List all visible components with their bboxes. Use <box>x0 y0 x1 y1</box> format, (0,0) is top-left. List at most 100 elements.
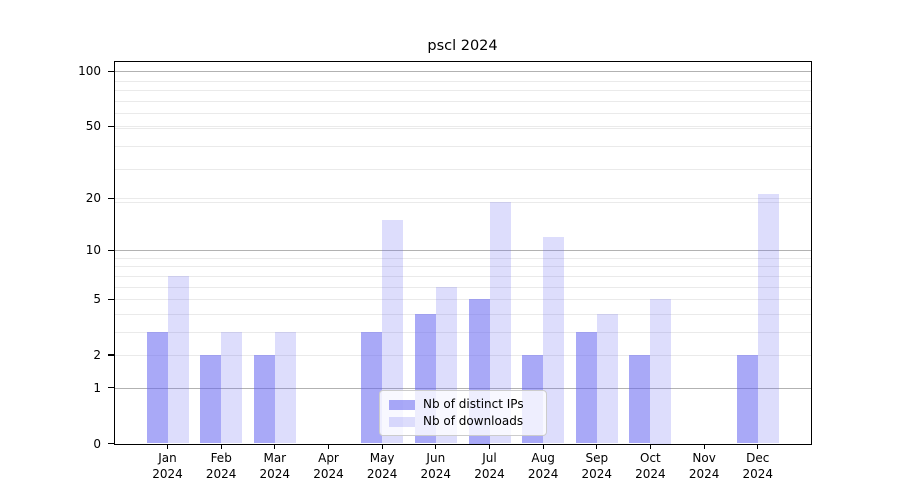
legend-item: Nb of downloads <box>389 414 537 429</box>
x-tick <box>381 444 383 449</box>
legend-label: Nb of distinct IPs <box>423 397 524 411</box>
chart-title: pscl 2024 <box>427 38 498 54</box>
x-tick <box>489 444 491 449</box>
x-tick-year: 2024 <box>313 466 344 481</box>
x-tick <box>220 444 222 449</box>
x-tick-year: 2024 <box>205 466 237 481</box>
gridline-minor <box>115 331 811 333</box>
gridline-major <box>115 71 811 73</box>
x-tick-label: Nov 2024 <box>672 451 736 482</box>
x-tick-month: Feb <box>210 451 232 465</box>
x-tick-label: Jan 2024 <box>136 451 200 482</box>
y-tick-label: 2 <box>93 347 101 362</box>
gridline-minor <box>115 198 811 199</box>
bar-distinct-ips <box>200 354 222 444</box>
x-tick-label: May 2024 <box>350 451 414 482</box>
gridline-minor <box>115 169 811 171</box>
x-tick-month: Jul <box>482 451 497 465</box>
x-tick-month: May <box>369 451 395 465</box>
bar-downloads <box>543 236 565 444</box>
x-tick-month: Sep <box>585 451 609 465</box>
x-tick-label: Jun 2024 <box>404 451 468 482</box>
x-tick-year: 2024 <box>635 466 666 481</box>
x-tick-year: 2024 <box>688 466 720 481</box>
gridline-minor <box>115 126 811 128</box>
gridline-major <box>115 387 811 389</box>
x-tick-month: Nov <box>692 451 716 465</box>
gridline-minor <box>115 286 811 288</box>
gridline-major <box>115 250 811 252</box>
x-tick <box>542 444 544 449</box>
y-tick-label: 100 <box>78 64 101 79</box>
legend-swatch-distinct-ips <box>389 399 415 410</box>
y-tick-label: 1 <box>93 380 101 395</box>
y-tick-label: 5 <box>93 292 101 306</box>
gridline-minor <box>115 201 811 203</box>
x-tick-month: Dec <box>746 451 770 465</box>
gridline-minor <box>115 257 811 259</box>
x-tick-year: 2024 <box>581 466 613 481</box>
x-tick-label: Apr 2024 <box>297 451 361 482</box>
x-tick-label: Dec 2024 <box>726 451 790 482</box>
gridline-minor <box>115 354 811 356</box>
y-tick-label: 0 <box>93 436 101 451</box>
x-tick-year: 2024 <box>259 466 291 481</box>
x-tick-month: Apr <box>318 451 339 465</box>
bar-downloads <box>167 275 189 444</box>
bar-downloads <box>757 194 779 444</box>
gridline-minor <box>115 266 811 268</box>
gridline-minor <box>115 100 811 102</box>
x-tick-year: 2024 <box>474 466 505 481</box>
x-tick <box>649 444 652 449</box>
x-tick-year: 2024 <box>152 466 183 481</box>
y-tick <box>108 249 114 251</box>
gridline-minor <box>115 299 811 300</box>
gridline-minor <box>115 113 811 115</box>
x-tick-month: Jan <box>158 451 177 465</box>
x-tick-label: Mar 2024 <box>243 451 307 482</box>
legend: Nb of distinct IPs Nb of downloads <box>379 390 547 436</box>
x-tick-year: 2024 <box>366 466 398 481</box>
gridline-minor <box>115 313 811 315</box>
x-tick <box>757 444 759 449</box>
x-tick-year: 2024 <box>742 466 774 481</box>
x-tick <box>167 444 169 449</box>
x-tick-month: Aug <box>531 451 555 465</box>
x-tick-label: Sep 2024 <box>565 451 629 482</box>
bar-downloads <box>596 313 618 444</box>
x-tick-month: Oct <box>640 451 661 465</box>
x-tick-label: Feb 2024 <box>189 451 253 482</box>
bar-distinct-ips <box>575 331 597 444</box>
bar-downloads <box>382 219 404 444</box>
gridline-minor <box>115 146 811 147</box>
x-tick-label: Aug 2024 <box>511 451 575 482</box>
x-tick-month: Mar <box>263 451 287 465</box>
bar-distinct-ips <box>736 354 758 444</box>
bar-downloads <box>274 331 296 444</box>
bar-distinct-ips <box>629 354 651 444</box>
y-tick <box>108 387 114 389</box>
x-tick-label: Jul 2024 <box>458 451 522 482</box>
y-tick <box>108 197 114 199</box>
gridline-minor <box>115 80 811 82</box>
y-tick <box>108 443 114 445</box>
y-tick <box>108 125 114 128</box>
bar-downloads <box>489 201 511 444</box>
gridline-minor <box>115 128 811 129</box>
x-tick-label: Oct 2024 <box>618 451 682 482</box>
plot-area <box>114 61 812 445</box>
bar-distinct-ips <box>146 331 168 444</box>
x-tick-year: 2024 <box>527 466 559 481</box>
y-tick <box>108 298 114 300</box>
x-tick <box>435 444 437 449</box>
y-tick-label: 50 <box>85 119 101 134</box>
y-tick <box>108 354 114 356</box>
x-tick <box>274 444 276 449</box>
x-tick-month: Jun <box>426 451 446 465</box>
legend-swatch-downloads <box>389 416 415 427</box>
legend-label: Nb of downloads <box>423 414 524 428</box>
x-tick <box>703 444 705 449</box>
y-tick-label: 10 <box>85 243 101 258</box>
gridline-minor <box>115 275 811 277</box>
